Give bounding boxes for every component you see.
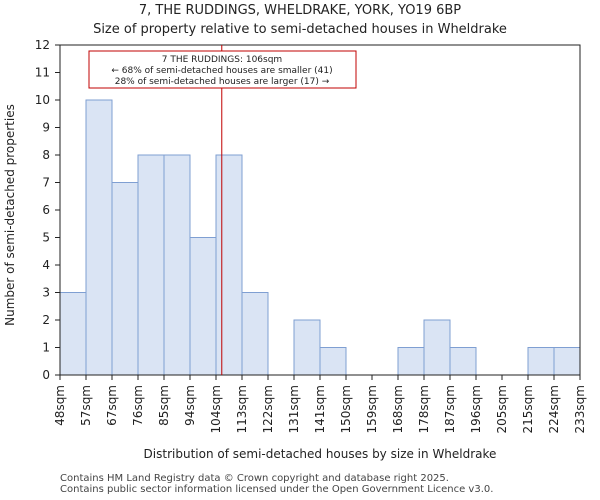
- x-tick-label-159sqm: 159sqm: [365, 385, 379, 433]
- y-tick-label: 4: [42, 258, 50, 272]
- bar-48sqm: [59, 292, 87, 376]
- x-tick-label-94sqm: 94sqm: [183, 385, 197, 426]
- bar-113sqm: [241, 292, 269, 376]
- bar-85sqm: [163, 154, 191, 376]
- x-tick-label-85sqm: 85sqm: [157, 385, 171, 426]
- x-tick-label-196sqm: 196sqm: [469, 385, 483, 433]
- bar-131sqm: [293, 319, 321, 376]
- bars-group: [59, 99, 581, 376]
- x-axis-label: Distribution of semi-detached houses by …: [144, 447, 497, 461]
- y-tick-label: 0: [42, 368, 50, 382]
- x-tick-label-150sqm: 150sqm: [339, 385, 353, 433]
- y-axis-label: Number of semi-detached properties: [3, 104, 17, 326]
- x-tick-label-233sqm: 233sqm: [573, 385, 587, 433]
- chart-title-line2: Size of property relative to semi-detach…: [93, 22, 507, 37]
- bar-141sqm: [319, 347, 347, 376]
- annotation-line1: 7 THE RUDDINGS: 106sqm: [162, 55, 282, 65]
- x-tick-label-131sqm: 131sqm: [287, 385, 301, 433]
- chart-title-line1: 7, THE RUDDINGS, WHELDRAKE, YORK, YO19 6…: [139, 3, 461, 18]
- x-tick-label-76sqm: 76sqm: [131, 385, 145, 426]
- x-tick-label-224sqm: 224sqm: [547, 385, 561, 433]
- plot-frame: [59, 44, 581, 376]
- x-tick-label-48sqm: 48sqm: [53, 385, 67, 426]
- y-tick-label: 12: [35, 38, 50, 52]
- bar-215sqm: [527, 347, 555, 376]
- bar-94sqm: [189, 237, 217, 376]
- x-tick-label-141sqm: 141sqm: [313, 385, 327, 433]
- x-tick-label-215sqm: 215sqm: [521, 385, 535, 433]
- bar-67sqm: [111, 182, 139, 376]
- y-tick-label: 5: [42, 231, 50, 245]
- x-tick-label-104sqm: 104sqm: [209, 385, 223, 433]
- x-tick-label-67sqm: 67sqm: [105, 385, 119, 426]
- y-tick-label: 10: [35, 93, 50, 107]
- annotation-line3: 28% of semi-detached houses are larger (…: [115, 77, 330, 87]
- bar-76sqm: [137, 154, 165, 376]
- bar-168sqm: [397, 347, 425, 376]
- y-tick-label: 3: [42, 286, 50, 300]
- y-tick-label: 2: [42, 313, 50, 327]
- bar-187sqm: [449, 347, 477, 376]
- y-tick-label: 7: [42, 176, 50, 190]
- bar-104sqm: [215, 154, 243, 376]
- x-tick-label-187sqm: 187sqm: [443, 385, 457, 433]
- annotation-line2: ← 68% of semi-detached houses are smalle…: [111, 66, 332, 76]
- y-tick-label: 1: [42, 341, 50, 355]
- x-tick-label-57sqm: 57sqm: [79, 385, 93, 426]
- y-tick-label: 11: [35, 66, 50, 80]
- y-tick-label: 6: [42, 203, 50, 217]
- bar-178sqm: [423, 319, 451, 376]
- x-tick-label-205sqm: 205sqm: [495, 385, 509, 433]
- x-tick-label-113sqm: 113sqm: [235, 385, 249, 433]
- y-tick-label: 9: [42, 121, 50, 135]
- x-ticks-group: 48sqm 57sqm 67sqm 76sqm 85sqm 94sqm 104sqm 113s…: [53, 375, 587, 433]
- x-tick-label-122sqm: 122sqm: [261, 385, 275, 433]
- footer-copyright: Contains HM Land Registry data © Crown c…: [60, 473, 449, 484]
- footer-licence: Contains public sector information licen…: [60, 484, 494, 495]
- y-tick-label: 8: [42, 148, 50, 162]
- x-tick-label-168sqm: 168sqm: [391, 385, 405, 433]
- bar-224sqm: [553, 347, 581, 376]
- bar-57sqm: [85, 99, 113, 376]
- x-tick-label-178sqm: 178sqm: [417, 385, 431, 433]
- annotation-box: [88, 50, 357, 89]
